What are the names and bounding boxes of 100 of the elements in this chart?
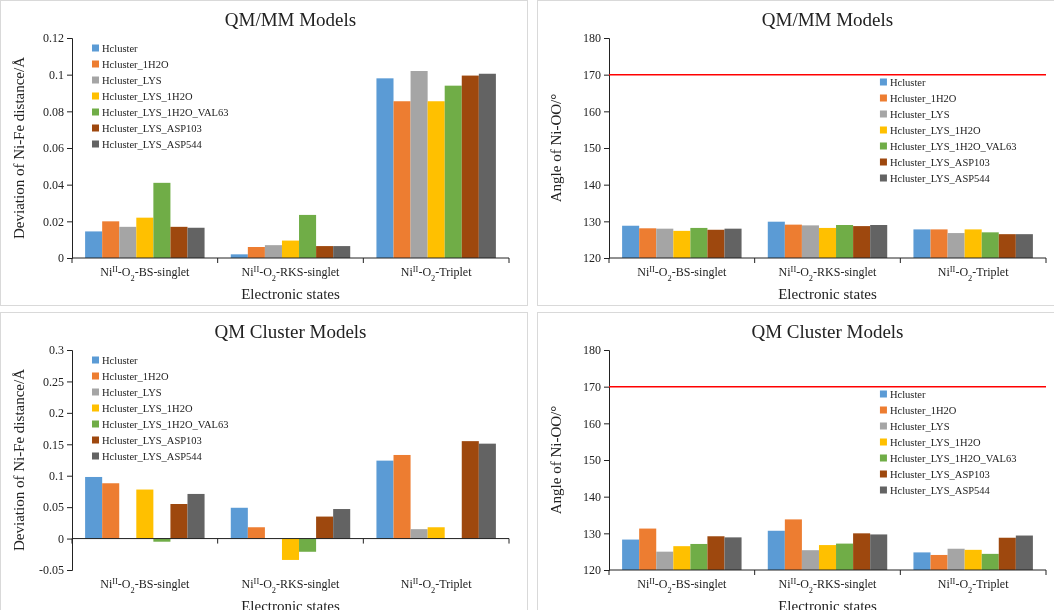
y-tick-label: 130 <box>583 526 601 541</box>
bar <box>410 71 428 258</box>
bar <box>170 226 188 258</box>
bar <box>247 247 265 258</box>
x-tick-label: Ni$^{II}$-O$_{2}$-RKS-singlet <box>778 576 878 595</box>
y-tick-label: 160 <box>583 416 601 431</box>
bar <box>281 240 300 258</box>
legend-label: Hcluster_LYS_ASP544 <box>102 451 203 462</box>
y-tick-label: 130 <box>583 214 601 229</box>
y-tick-label: 0.12 <box>43 31 64 46</box>
bar <box>376 78 394 258</box>
legend-label: Hcluster <box>889 389 927 400</box>
x-tick-label: Ni$^{II}$-O$_{2}$-RKS-singlet <box>778 264 878 283</box>
chart-title: QM Cluster Models <box>214 321 367 342</box>
x-tick-label: Ni$^{II}$-O$_{2}$-RKS-singlet <box>241 264 341 283</box>
bar <box>136 217 154 258</box>
x-tick-label: Ni$^{II}$-O$_{2}$-RKS-singlet <box>241 576 341 595</box>
bar <box>187 493 205 539</box>
x-tick-label: Ni$^{II}$-O$_{2}$-BS-singlet <box>100 264 191 283</box>
y-tick-label: 0.3 <box>49 343 64 358</box>
legend-label: Hcluster_LYS_1H2O <box>889 437 981 448</box>
legend-label: Hcluster <box>102 355 139 366</box>
y-tick-label: 0.25 <box>43 374 64 389</box>
bar <box>461 441 479 539</box>
bar <box>119 226 137 258</box>
y-tick-label: 0.15 <box>43 437 64 452</box>
y-tick-label: 0.1 <box>49 469 64 484</box>
y-axis-title: Angle of Ni-OO/° <box>548 405 564 515</box>
y-tick-label: 0 <box>58 531 64 546</box>
y-tick-label: 120 <box>583 251 601 266</box>
legend-label: Hcluster_1H2O <box>889 93 957 104</box>
legend-label: Hcluster_LYS_1H2O_VAL63 <box>889 453 1017 464</box>
bar <box>153 538 171 542</box>
legend-label: Hcluster_LYS_1H2O <box>102 91 193 102</box>
bar <box>299 214 317 258</box>
bar <box>461 75 479 258</box>
bar <box>102 221 120 258</box>
y-tick-label: 0.05 <box>43 500 64 515</box>
legend-label: Hcluster_LYS_ASP103 <box>889 469 990 480</box>
legend-label: Hcluster_1H2O <box>102 59 169 70</box>
bar <box>427 527 445 539</box>
x-tick-label: Ni$^{II}$-O$_{2}$-Triplet <box>400 576 473 595</box>
legend-label: Hcluster_LYS_ASP103 <box>102 435 202 446</box>
y-tick-label: 120 <box>583 563 601 578</box>
chart-title: QM/MM Models <box>224 9 357 30</box>
legend-label: Hcluster_LYS <box>889 421 950 432</box>
bar <box>136 489 154 539</box>
y-tick-label: 0 <box>58 251 64 266</box>
bar <box>153 182 171 258</box>
bar <box>393 101 411 258</box>
bar <box>316 516 334 539</box>
legend-label: Hcluster_LYS <box>102 75 162 86</box>
y-tick-label: 140 <box>583 490 601 505</box>
legend-label: Hcluster_LYS <box>889 109 950 120</box>
x-tick-label: Ni$^{II}$-O$_{2}$-BS-singlet <box>100 576 191 595</box>
x-tick-label: Ni$^{II}$-O$_{2}$-Triplet <box>937 576 1010 595</box>
chart-title: QM Cluster Models <box>751 321 904 342</box>
bar <box>102 483 120 539</box>
legend-label: Hcluster_1H2O <box>889 405 957 416</box>
legend-label: Hcluster_LYS_1H2O_VAL63 <box>889 141 1017 152</box>
legend-label: Hcluster <box>102 43 139 54</box>
bar <box>299 538 317 552</box>
y-tick-label: 0.1 <box>49 68 64 83</box>
legend-label: Hcluster <box>889 77 927 88</box>
legend-label: Hcluster_LYS_ASP544 <box>102 139 203 150</box>
bar <box>187 227 205 258</box>
legend-label: Hcluster_LYS <box>102 387 162 398</box>
x-tick-label: Ni$^{II}$-O$_{2}$-Triplet <box>400 264 473 283</box>
y-tick-label: 0.08 <box>43 104 64 119</box>
bar <box>281 538 300 560</box>
bar <box>478 443 496 539</box>
bar <box>85 231 103 258</box>
y-tick-label: 180 <box>583 31 601 46</box>
y-tick-label: 180 <box>583 343 601 358</box>
y-tick-label: 140 <box>583 178 601 193</box>
bar <box>444 85 462 258</box>
bar <box>376 460 394 539</box>
bar <box>333 246 351 258</box>
legend-label: Hcluster_LYS_1H2O_VAL63 <box>102 419 229 430</box>
y-tick-label: 170 <box>583 68 601 83</box>
x-tick-label: Ni$^{II}$-O$_{2}$-BS-singlet <box>637 264 728 283</box>
y-tick-label: 0.06 <box>43 141 64 156</box>
legend-label: Hcluster_1H2O <box>102 371 169 382</box>
y-tick-label: 0.02 <box>43 214 64 229</box>
legend-label: Hcluster_LYS_ASP544 <box>889 173 991 184</box>
bar <box>85 476 103 539</box>
legend-label: Hcluster_LYS_ASP103 <box>102 123 202 134</box>
bar <box>264 245 282 258</box>
x-tick-label: Ni$^{II}$-O$_{2}$-Triplet <box>937 264 1010 283</box>
bar <box>247 527 265 539</box>
bar <box>230 507 248 539</box>
bar <box>478 73 496 258</box>
legend-label: Hcluster_LYS_1H2O_VAL63 <box>102 107 229 118</box>
y-axis-title: Angle of Ni-OO/° <box>548 93 564 203</box>
x-axis-title: Electronic states <box>778 286 878 302</box>
legend-label: Hcluster_LYS_ASP103 <box>889 157 990 168</box>
legend-label: Hcluster_LYS_ASP544 <box>889 485 991 496</box>
y-axis-title: Deviation of Ni-Fe distance/Å <box>11 368 27 552</box>
legend-label: Hcluster_LYS_1H2O <box>889 125 981 136</box>
y-tick-label: 160 <box>583 104 601 119</box>
